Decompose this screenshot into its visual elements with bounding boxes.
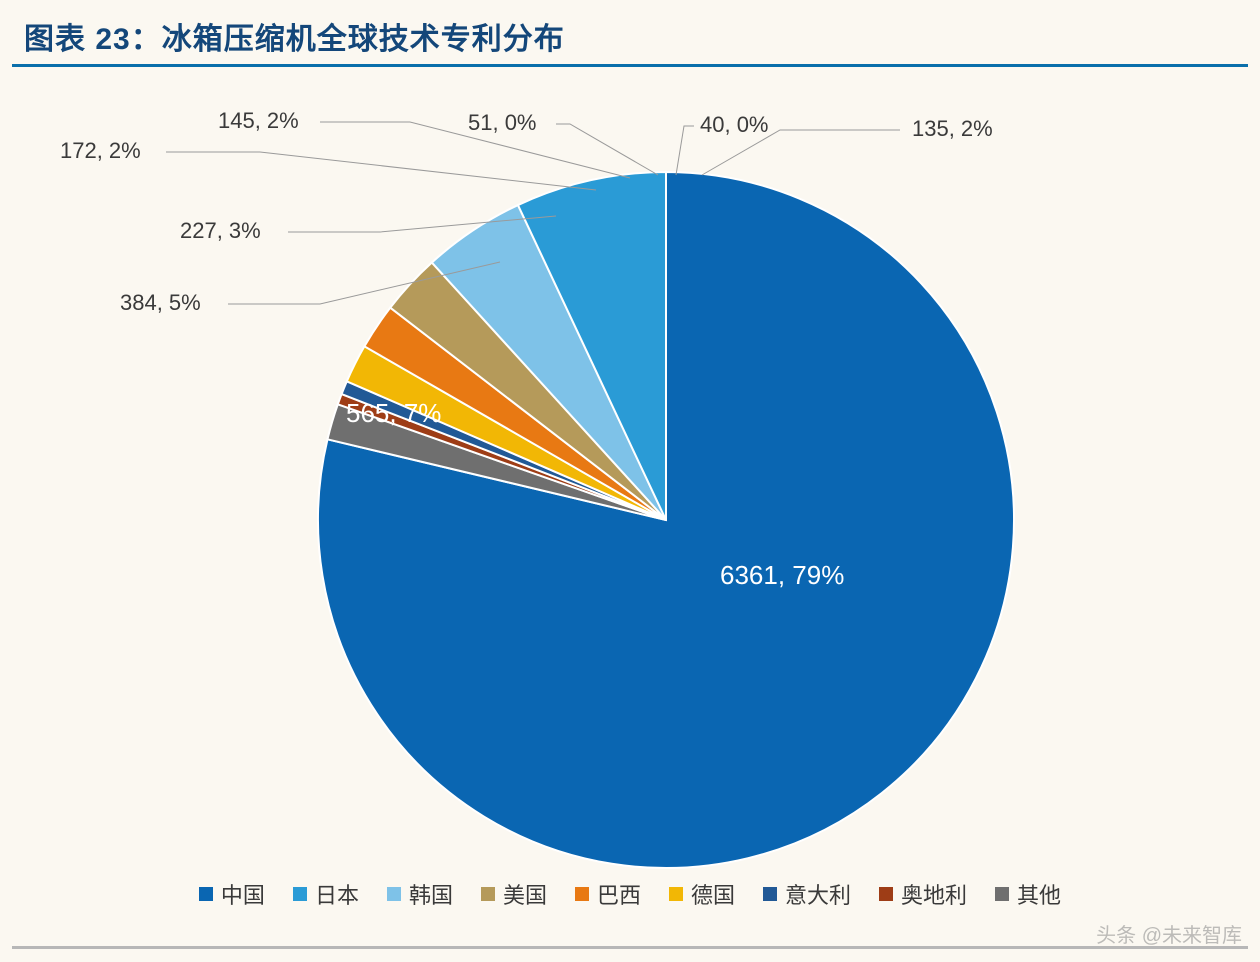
legend: 中国 日本 韩国 美国 巴西 德国 意大利 奥地利 其他 [0, 878, 1260, 910]
slice-label: 135, 2% [912, 116, 993, 142]
legend-label: 其他 [1017, 878, 1061, 910]
legend-label: 美国 [503, 878, 547, 910]
legend-item: 美国 [481, 878, 547, 910]
legend-swatch [293, 887, 307, 901]
slice-label: 145, 2% [218, 108, 299, 134]
legend-label: 意大利 [785, 878, 851, 910]
legend-swatch [387, 887, 401, 901]
legend-swatch [879, 887, 893, 901]
chart-svg [0, 0, 1260, 962]
slice-label: 6361, 79% [720, 560, 844, 591]
slice-label: 172, 2% [60, 138, 141, 164]
legend-item: 德国 [669, 878, 735, 910]
legend-item: 其他 [995, 878, 1061, 910]
legend-swatch [481, 887, 495, 901]
legend-swatch [199, 887, 213, 901]
legend-swatch [995, 887, 1009, 901]
legend-label: 奥地利 [901, 878, 967, 910]
legend-label: 韩国 [409, 878, 453, 910]
slice-label: 40, 0% [700, 112, 769, 138]
legend-item: 奥地利 [879, 878, 967, 910]
slice-label: 384, 5% [120, 290, 201, 316]
slice-label: 227, 3% [180, 218, 261, 244]
legend-swatch [763, 887, 777, 901]
legend-item: 韩国 [387, 878, 453, 910]
legend-label: 中国 [221, 878, 265, 910]
legend-swatch [575, 887, 589, 901]
leader-line [676, 126, 694, 175]
legend-item: 巴西 [575, 878, 641, 910]
legend-item: 意大利 [763, 878, 851, 910]
legend-item: 日本 [293, 878, 359, 910]
legend-label: 德国 [691, 878, 735, 910]
watermark: 头条 @未来智库 [1096, 919, 1242, 948]
legend-label: 巴西 [597, 878, 641, 910]
slice-label: 51, 0% [468, 110, 537, 136]
legend-label: 日本 [315, 878, 359, 910]
leader-line [556, 124, 658, 175]
slice-label: 565, 7% [346, 398, 441, 429]
leader-line [166, 152, 596, 190]
legend-swatch [669, 887, 683, 901]
legend-item: 中国 [199, 878, 265, 910]
